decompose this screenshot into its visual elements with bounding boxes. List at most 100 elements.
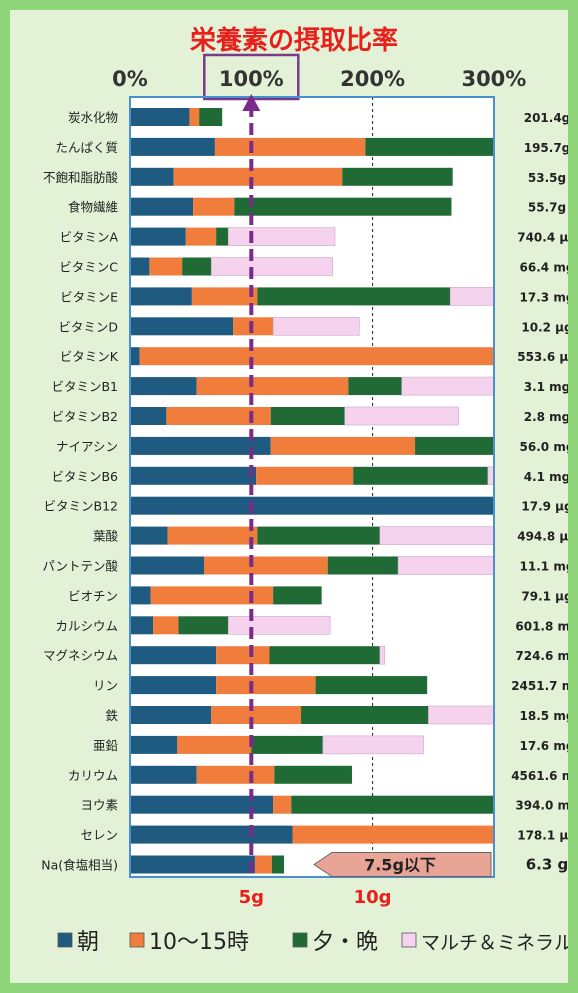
- legend-item: 10～15時: [129, 930, 249, 955]
- legend-swatch: [57, 932, 73, 948]
- bar-segment: [216, 227, 229, 246]
- bar-segment: [189, 108, 200, 126]
- bar-segment: [203, 556, 328, 575]
- category-label: たんぱく質: [55, 140, 118, 155]
- category-label: Na(食塩相当): [41, 858, 118, 873]
- category-label: ビタミンC: [59, 260, 118, 275]
- bar-segment: [130, 676, 217, 695]
- bar-segment: [130, 407, 167, 425]
- bar-segment: [216, 646, 270, 665]
- category-label: ビタミンD: [58, 319, 118, 334]
- chart-title: 栄養素の摂取比率: [189, 25, 398, 56]
- total-label: 2451.7 mg: [511, 679, 568, 693]
- bar-segment: [449, 287, 495, 306]
- bar-row: [130, 347, 494, 366]
- legend-label: 朝: [77, 930, 99, 955]
- bar-segment: [130, 377, 197, 396]
- legend-label: 10～15時: [149, 930, 249, 955]
- bar-segment: [211, 706, 302, 724]
- bar-segment: [166, 407, 271, 425]
- bar-segment: [178, 616, 229, 635]
- bar-row: [130, 735, 424, 755]
- bar-segment: [130, 257, 150, 276]
- bar-row: [130, 795, 494, 814]
- bar-segment: [177, 735, 252, 754]
- bar-segment: [342, 167, 453, 186]
- bar-segment: [301, 706, 429, 724]
- total-label: 66.4 mg: [520, 261, 568, 275]
- bar-segment: [256, 466, 354, 485]
- total-label: 3.1 mg: [524, 380, 568, 394]
- bar-row: [130, 316, 360, 336]
- bar-row: [130, 645, 386, 665]
- category-label: ナイアシン: [56, 439, 118, 454]
- total-label: 17.3 mg: [520, 290, 568, 304]
- total-label: 724.6 mg: [515, 649, 568, 663]
- total-label: 79.1 μg: [521, 589, 568, 603]
- bar-segment: [292, 825, 494, 844]
- bar-segment: [269, 646, 380, 665]
- category-label: ビタミンB1: [51, 379, 118, 394]
- category-label: ビタミンE: [60, 289, 118, 304]
- total-label: 10.2 μg: [521, 320, 568, 334]
- bar-segment: [130, 287, 192, 306]
- bar-row: [130, 287, 495, 306]
- bar-segment: [401, 376, 495, 396]
- x-tick-label: 0%: [112, 67, 148, 91]
- bar-segment: [130, 227, 186, 246]
- bar-segment: [270, 407, 345, 425]
- total-label: 6.3 g: [526, 856, 568, 874]
- total-label: 494.8 μg: [517, 530, 568, 544]
- legend-item: 夕・晩: [292, 930, 378, 955]
- bar-segment: [193, 197, 235, 216]
- x-tick-label: 300%: [461, 67, 526, 91]
- bar-segment: [130, 317, 234, 336]
- bar-row: [130, 376, 495, 396]
- bar-segment: [415, 436, 494, 455]
- category-label: ビオチン: [68, 588, 118, 603]
- bar-segment: [167, 526, 258, 545]
- bar-row: [130, 406, 460, 426]
- bar-segment: [379, 645, 386, 665]
- category-label: カルシウム: [55, 618, 118, 633]
- category-label: 葉酸: [93, 529, 119, 544]
- bar-segment: [196, 377, 349, 396]
- nutrient-intake-chart: 栄養素の摂取比率 0% 100% 200% 300% 炭水化物たんぱく質不飽和脂肪酸食…: [41, 25, 568, 955]
- x-tick-label: 100%: [219, 67, 284, 91]
- total-label: 17.9 μg: [521, 500, 568, 514]
- category-label: マグネシウム: [43, 648, 118, 663]
- bar-segment: [130, 436, 271, 455]
- bar-segment: [191, 287, 258, 306]
- x-axis-ticks: 0% 100% 200% 300%: [112, 53, 526, 101]
- legend-swatch: [292, 932, 308, 948]
- total-label: 17.6 mg: [520, 739, 568, 753]
- bar-segment: [272, 316, 360, 336]
- bar-row: [130, 765, 352, 784]
- bar-segment: [348, 377, 402, 396]
- bar-segment: [251, 735, 323, 754]
- category-label: ビタミンB6: [51, 469, 118, 484]
- annotation-arrow: [313, 852, 492, 877]
- bar-segment: [227, 227, 336, 246]
- bar-segment: [270, 436, 416, 455]
- secondary-axis: 5g 10g: [239, 887, 392, 908]
- bar-segment: [210, 257, 333, 276]
- category-label: 炭水化物: [68, 110, 118, 125]
- total-label: 201.4g: [524, 111, 568, 125]
- x-tick-label: 200%: [340, 67, 405, 91]
- bar-segment: [130, 197, 194, 216]
- bar-row: [130, 108, 223, 126]
- legend-item: 朝: [57, 930, 99, 955]
- total-label: 195.7g: [524, 141, 568, 155]
- total-label: 601.8 mg: [515, 619, 568, 633]
- category-label: カリウム: [68, 768, 118, 783]
- category-label: ビタミンB2: [51, 409, 118, 424]
- category-label: リン: [93, 678, 118, 693]
- bar-segment: [199, 108, 223, 126]
- bar-segment: [271, 855, 285, 874]
- bar-row: [130, 676, 428, 695]
- total-label: 394.0 mg: [515, 799, 568, 813]
- bar-segment: [130, 616, 154, 635]
- bar-segment: [130, 526, 168, 545]
